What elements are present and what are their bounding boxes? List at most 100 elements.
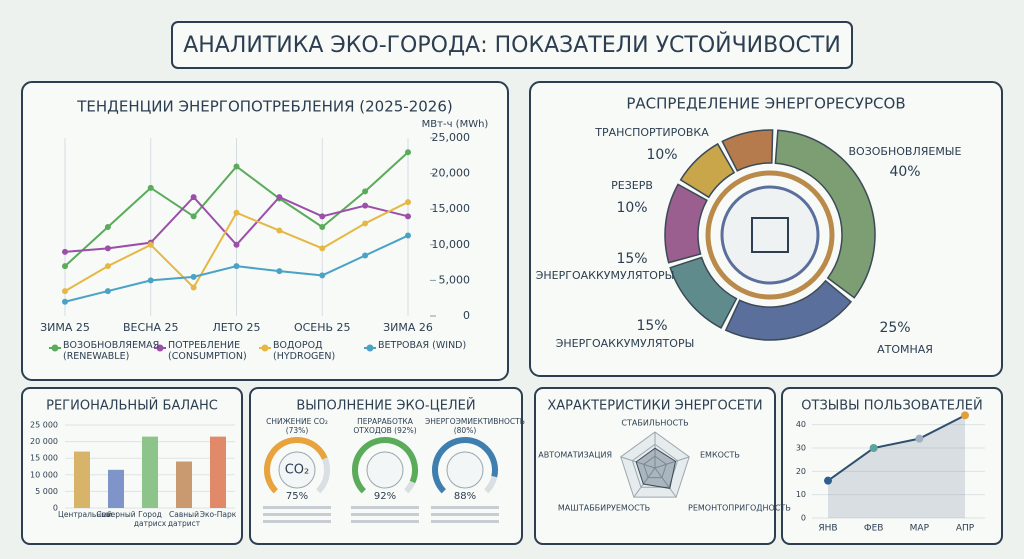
gauge-title: СНИЖЕНИЕ CO₂ (73%) [266,417,328,435]
point [104,288,111,295]
y-tick-label: 20 [796,467,806,476]
point [276,227,283,234]
donut-slice [679,142,736,199]
radar-grid [643,455,667,479]
y-tick-label: 0 [463,309,470,322]
slice-value: 15% [636,318,667,334]
y-tick-label: 0 [801,514,806,523]
point [319,224,326,230]
point [405,199,411,206]
ring [705,170,835,300]
point [233,263,240,270]
bar [108,469,124,508]
point [319,213,326,220]
point [276,194,283,201]
page-title: АНАЛИТИКА ЭКО-ГОРОДА: ПОКАЗАТЕЛИ УСТОЙЧИ… [183,32,841,58]
point [147,241,154,248]
info-bar [351,506,419,509]
point [405,232,411,239]
point [147,184,154,191]
slice-label: ТРАНСПОРТИРОВКА [594,126,709,139]
legend-label: ВОДОРОД (HYDROGEN) [273,340,336,362]
y-tick-label: 20,000 [432,167,471,180]
x-tick-label: ВЕСНА 25 [123,321,178,334]
point [104,224,111,230]
point [233,163,240,170]
radar-axis [620,456,656,469]
panel [21,81,509,381]
line [827,414,966,482]
point [190,213,197,220]
gauge-icon [446,451,484,489]
y-tick-label: 0 [53,504,58,513]
gauge-title: ПЕРАРАБОТКА ОТХОДОВ (92%) [353,417,417,435]
gauge-value: 92% [374,491,396,502]
x-tick-label: ЯНВ [818,524,837,534]
x-tick-label: Город датрисх [133,510,167,528]
axis-label: МВт-ч (MWh) [422,119,489,130]
point [405,149,411,156]
slice-label: ЭНЕРГОАККУМУЛЯТОРЫ [536,269,675,282]
slice-label: ВОЗОБНОВЛЯЕМЫЕ [849,145,962,158]
y-tick-label: 5,000 [439,273,471,286]
slice-value: 25% [879,320,910,336]
donut-slice [774,129,876,299]
x-tick-label: ЗИМА 26 [383,321,433,334]
bar [74,451,90,508]
point [319,245,326,252]
point [190,194,197,201]
legend-label: ВОЗОБНОВЛЯЕМАЯ (RENEWABLE) [63,340,160,362]
radar-label: ЕМКОСТЬ [700,451,740,460]
slice-value: 10% [616,200,647,216]
slice-value: 40% [889,164,920,180]
chart-title: ОТЗЫВЫ ПОЛЬЗОВАТЕЛЕЙ [801,398,982,414]
radar-label: РЕМОНТОПРИГОДНОСТЬ [688,504,791,513]
donut-slice [724,279,853,341]
gauge-arc [352,437,418,494]
legend-label: ПОТРЕБЛЕНИЕ (CONSUMPTION) [168,340,247,362]
point [62,298,68,305]
city-icon [751,217,789,253]
point [869,444,878,452]
point [62,288,68,295]
y-tick-label: 15 000 [30,454,58,463]
info-bar [351,520,419,523]
point [233,241,240,248]
point [362,252,369,259]
y-tick-label: 10 000 [30,470,58,479]
slice-value: 10% [646,147,677,163]
x-tick-label: Центральный [58,510,112,519]
gauge-icon [278,451,316,489]
x-tick-label: АПР [956,524,975,534]
bar [210,436,226,508]
radar-label: АВТОМАТИЗАЦИЯ [538,451,612,460]
x-tick-label: ЗИМА 25 [40,321,90,334]
info-bar [263,506,331,509]
gauge-icon [366,451,404,489]
chart-title: ТЕНДЕНЦИИ ЭНЕРГОПОТРЕБЛЕНИЯ (2025-2026) [76,98,452,116]
icon-text: CO₂ [285,463,310,478]
slice-value: 15% [616,251,647,267]
y-tick-label: 20 000 [30,437,58,446]
point [104,245,111,252]
x-tick-label: Савный датрист [167,510,201,528]
x-tick-label: ОСЕНЬ 25 [294,321,351,334]
radar-label: СТАБИЛЬНОСТЬ [621,419,688,428]
info-bar [431,520,499,523]
y-tick-label: 5 000 [35,487,58,496]
chart-title: ВЫПОЛНЕНИЕ ЭКО-ЦЕЛЕЙ [296,398,475,414]
gauge-value: 75% [286,491,308,502]
area [828,415,965,518]
x-tick-label: Северный [96,510,136,519]
info-bar [431,506,499,509]
point [405,213,411,220]
point [62,263,68,270]
info-bar [351,513,419,516]
x-tick-label: Эко-Парк [199,510,237,519]
donut-slice [721,129,774,172]
panel [781,387,1003,545]
bar [176,461,192,508]
title-box [171,21,853,69]
